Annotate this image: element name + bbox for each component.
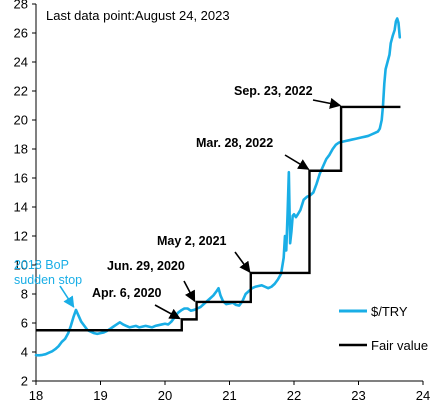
y-tick-label: 24 bbox=[14, 55, 28, 70]
y-tick-label: 8 bbox=[21, 287, 28, 302]
series-layer bbox=[34, 17, 402, 357]
y-tick-label: 4 bbox=[21, 345, 28, 360]
annotation-jun-arrow bbox=[183, 280, 196, 303]
legend-label-usdtry: $/TRY bbox=[371, 304, 408, 319]
y-tick-label: 26 bbox=[14, 26, 28, 41]
chart-subtitle: Last data point:August 24, 2023 bbox=[46, 8, 230, 23]
annotation-apr-arrow bbox=[154, 304, 181, 320]
annotation-mar-arrow bbox=[284, 154, 310, 170]
axes bbox=[35, 4, 423, 382]
annotation-mar-label: Mar. 28, 2022 bbox=[196, 136, 273, 150]
y-tick-label: 12 bbox=[14, 229, 28, 244]
x-tick-label: 19 bbox=[93, 388, 107, 403]
annotation-bop-arrow bbox=[59, 285, 75, 308]
y-tick-label: 20 bbox=[14, 113, 28, 128]
annotation-bop-label: sudden stop bbox=[14, 273, 82, 287]
annotation-apr-label: Apr. 6, 2020 bbox=[92, 286, 162, 300]
y-tick-label: 14 bbox=[14, 200, 28, 215]
annotation-sep-arrow bbox=[312, 97, 342, 109]
y-tick-label: 28 bbox=[14, 0, 28, 12]
y-tick-label: 22 bbox=[14, 84, 28, 99]
legend: $/TRY Fair value bbox=[339, 304, 428, 353]
x-tick-label: 21 bbox=[222, 388, 236, 403]
series-fair-value-line bbox=[36, 105, 401, 332]
y-tick-label: 18 bbox=[14, 142, 28, 157]
x-tick-label: 24 bbox=[416, 388, 430, 403]
annotation-bop-label: 2018 BoP bbox=[14, 258, 69, 272]
annotation-may-arrow bbox=[234, 251, 251, 274]
x-axis-ticks: 18 19 20 21 22 23 24 bbox=[29, 381, 430, 403]
annotation-sep-label: Sep. 23, 2022 bbox=[234, 84, 313, 98]
y-tick-label: 2 bbox=[21, 374, 28, 389]
x-tick-label: 22 bbox=[287, 388, 301, 403]
y-tick-label: 6 bbox=[21, 316, 28, 331]
x-tick-label: 18 bbox=[29, 388, 43, 403]
annotation-may-label: May 2, 2021 bbox=[157, 234, 227, 248]
x-tick-label: 20 bbox=[158, 388, 172, 403]
y-tick-label: 10 bbox=[14, 258, 28, 273]
y-tick-label: 16 bbox=[14, 171, 28, 186]
annotation-jun-label: Jun. 29, 2020 bbox=[107, 259, 185, 273]
x-tick-label: 23 bbox=[351, 388, 365, 403]
legend-label-fair_value: Fair value bbox=[371, 338, 428, 353]
series-usdtry-line bbox=[34, 17, 402, 357]
